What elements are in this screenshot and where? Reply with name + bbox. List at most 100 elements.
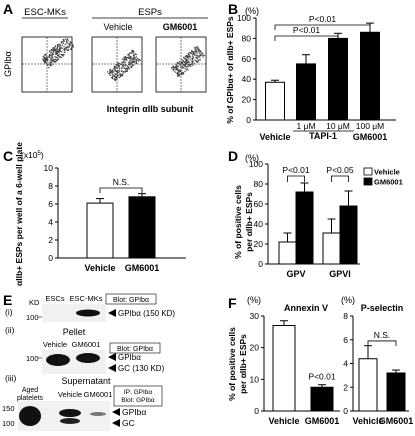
c-bar bbox=[86, 202, 114, 259]
b-annotation: P<0.01 bbox=[293, 25, 320, 35]
e-ii-label: (ii) bbox=[5, 325, 15, 335]
fr-title: P-selectin bbox=[361, 303, 404, 313]
d-annotation: P<0.05 bbox=[326, 165, 353, 175]
d-ylabel-line2: per αIIb+ ESPs bbox=[244, 192, 254, 252]
d-bar bbox=[278, 241, 297, 265]
e-ii-arrow2 bbox=[108, 364, 116, 372]
e-iii-lane-gm6001: GM6001 bbox=[84, 390, 113, 399]
fl-ylabel-line1: % of positive cells bbox=[227, 327, 237, 401]
b-bar bbox=[296, 63, 316, 121]
panel-letter-f: F bbox=[228, 295, 237, 311]
e-ii-lane-vehicle: Vehicle bbox=[43, 340, 67, 349]
d-bar bbox=[339, 205, 358, 265]
fl-ylabel-line2: per αIIb+ ESPs bbox=[238, 334, 248, 394]
b-ytick-label: 40 bbox=[242, 74, 252, 84]
c-tick-label: GM6001 bbox=[125, 263, 160, 273]
e-i-band-gpiba bbox=[76, 309, 100, 317]
panel-d-unit: (%) bbox=[245, 153, 259, 163]
d-tick-label: GPV bbox=[286, 269, 305, 279]
d-bracket bbox=[331, 175, 349, 182]
fl-bar bbox=[272, 325, 296, 412]
header-esps: ESPs bbox=[138, 7, 162, 18]
header-vehicle: Vehicle bbox=[103, 22, 132, 32]
e-i-kd: KD bbox=[29, 298, 40, 307]
b-tick-label: 10 μM bbox=[326, 121, 350, 131]
fl-bar bbox=[310, 386, 334, 412]
fr-ytick-label: 8 bbox=[343, 311, 348, 321]
e-ii-band1: GPIbα bbox=[118, 353, 141, 362]
flow-plot-vehicle bbox=[91, 36, 143, 93]
d-ytick-label: 0 bbox=[258, 259, 263, 269]
e-iii-ip-box: IP: GPIbα Blot: GPIbα bbox=[113, 385, 163, 407]
b-group-gm6001: GM6001 bbox=[353, 132, 388, 142]
d-bar bbox=[322, 232, 341, 265]
b-ylabel: % of GPIbα+ of αIIb+ ESPs bbox=[225, 16, 235, 124]
panel-e: E (i) KD ESCs ESC-MKs Blot: GPIbα 100 GP… bbox=[2, 292, 175, 431]
e-ii-band-gm6001 bbox=[76, 353, 100, 363]
panel-f-unit-right: (%) bbox=[341, 295, 355, 305]
fr-bar bbox=[386, 372, 406, 412]
e-i-lane-escs: ESCs bbox=[45, 294, 64, 303]
d-legend-swatch bbox=[363, 167, 373, 176]
panel-a-xlabel: Integrin αIIb subunit bbox=[107, 104, 194, 114]
e-i-lane-escmks: ESC-MKs bbox=[70, 294, 103, 303]
d-ytick-label: 80 bbox=[254, 179, 264, 189]
b-bar bbox=[328, 37, 348, 121]
b-ytick-label: 0 bbox=[246, 115, 251, 125]
fl-title: Annexin V bbox=[284, 303, 328, 313]
header-esc-mks: ESC-MKs bbox=[24, 7, 66, 18]
d-legend-label: Vehicle bbox=[374, 168, 400, 177]
fl-ytick-label: 20 bbox=[250, 343, 260, 353]
c-ytick-label: 4 bbox=[48, 217, 53, 227]
e-iii-marker-150: 150 bbox=[2, 404, 15, 413]
c-ytick-label: 6 bbox=[48, 199, 53, 209]
e-i-blot-box: Blot: GPIbα bbox=[105, 293, 157, 305]
b-ytick-label: 100 bbox=[237, 13, 251, 23]
c-annotation: N.S. bbox=[113, 177, 130, 187]
d-ytick-label: 100 bbox=[249, 159, 263, 169]
fr-ytick-label: 6 bbox=[343, 335, 348, 345]
e-iii-lane-vehicle: Vehicle bbox=[58, 390, 82, 399]
d-ytick-label: 60 bbox=[254, 199, 264, 209]
e-ii-marker-100: 100 bbox=[26, 354, 39, 363]
d-tick-label: GPVI bbox=[329, 269, 351, 279]
b-ytick-label: 80 bbox=[242, 33, 252, 43]
fl-ytick-label: 30 bbox=[250, 311, 260, 321]
panel-letter-c: C bbox=[3, 148, 13, 164]
flow-plot-esc-mks bbox=[21, 36, 74, 93]
c-ytick-label: 10 bbox=[44, 163, 54, 173]
e-ii-arrow1 bbox=[108, 353, 116, 361]
c-bracket bbox=[99, 187, 143, 193]
e-iii-band-vehicle bbox=[59, 409, 81, 417]
c-ytick-label: 2 bbox=[48, 235, 53, 245]
e-iii-label: (iii) bbox=[5, 373, 16, 383]
b-ytick-label: 60 bbox=[242, 54, 252, 64]
b-bar bbox=[265, 81, 285, 121]
c-ylabel: αIIb+ ESPs per well of a 6-well plate bbox=[14, 142, 24, 286]
e-i-label: (i) bbox=[5, 307, 13, 317]
b-tick-label: 100 μM bbox=[356, 121, 385, 131]
b-bracket bbox=[274, 35, 339, 41]
fr-ytick-label: 0 bbox=[343, 406, 348, 416]
panel-letter-a: A bbox=[3, 1, 13, 17]
e-iii-band1: GPIbα bbox=[122, 407, 146, 417]
c-bar bbox=[128, 196, 156, 259]
fl-tick-label: GM6001 bbox=[305, 416, 340, 426]
panel-letter-b: B bbox=[228, 1, 238, 17]
b-tick-label: 1 μM bbox=[296, 121, 315, 131]
fr-tick-label: Vehicle bbox=[352, 416, 383, 426]
e-iii-band-gm6001 bbox=[90, 412, 106, 416]
svg-text:IP: GPIbα: IP: GPIbα bbox=[124, 389, 153, 396]
e-i-marker-100: 100 bbox=[26, 313, 39, 322]
d-ylabel-line1: % of positive cells bbox=[233, 185, 243, 259]
panel-b-unit: (%) bbox=[245, 6, 259, 16]
e-iii-lane-aged: Aged bbox=[22, 387, 38, 394]
e-iii-title: Supernatant bbox=[61, 376, 111, 386]
svg-text:Blot: GPIbα: Blot: GPIbα bbox=[117, 346, 153, 353]
panel-f-unit-left: (%) bbox=[247, 295, 261, 305]
fl-tick-label: Vehicle bbox=[268, 416, 299, 426]
fr-tick-label: GM6001 bbox=[379, 416, 414, 426]
b-bracket bbox=[274, 24, 371, 30]
e-iii-marker-100: 100 bbox=[2, 419, 15, 428]
